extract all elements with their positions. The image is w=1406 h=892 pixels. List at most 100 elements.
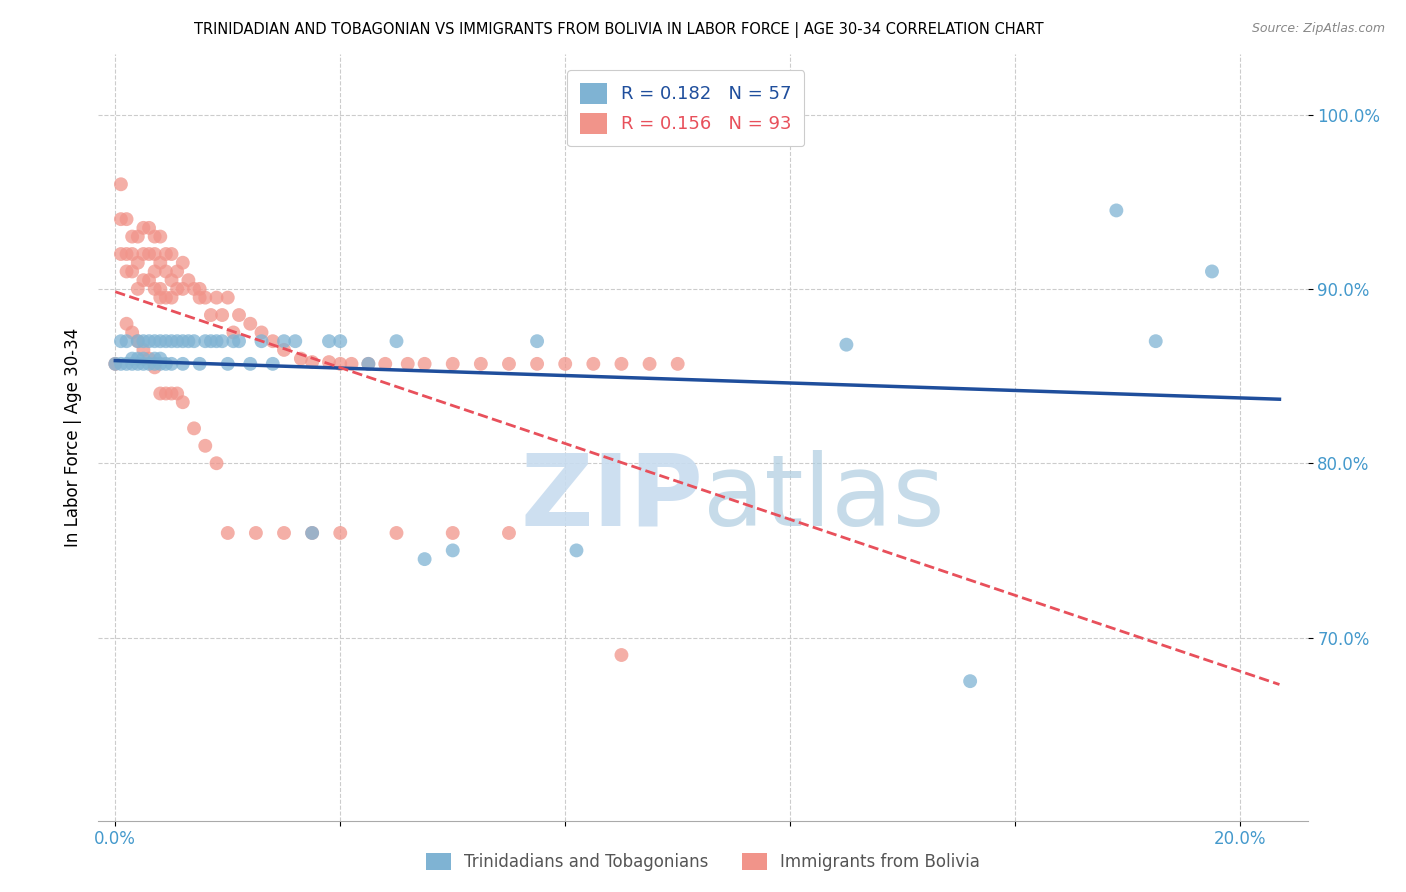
Point — [498, 357, 520, 371]
Point — [318, 334, 340, 349]
Point — [127, 334, 149, 349]
Point — [115, 264, 138, 278]
Point — [172, 395, 194, 409]
Point — [1144, 334, 1167, 349]
Point — [138, 351, 160, 366]
Point — [273, 343, 295, 357]
Point — [143, 264, 166, 278]
Point — [127, 357, 149, 371]
Point — [441, 357, 464, 371]
Point — [262, 334, 284, 349]
Point — [301, 525, 323, 540]
Point — [121, 264, 143, 278]
Point — [110, 178, 132, 192]
Point — [666, 357, 689, 371]
Point — [396, 357, 419, 371]
Point — [959, 674, 981, 689]
Point — [115, 317, 138, 331]
Point — [385, 525, 408, 540]
Point — [132, 220, 155, 235]
Point — [638, 357, 661, 371]
Point — [188, 291, 211, 305]
Point — [200, 308, 222, 322]
Point — [217, 525, 239, 540]
Point — [121, 351, 143, 366]
Point — [143, 247, 166, 261]
Point — [183, 334, 205, 349]
Point — [149, 357, 172, 371]
Point — [329, 334, 352, 349]
Point — [172, 357, 194, 371]
Point — [143, 282, 166, 296]
Point — [160, 334, 183, 349]
Point — [610, 648, 633, 662]
Point — [166, 264, 188, 278]
Point — [110, 212, 132, 227]
Legend: Trinidadians and Tobagonians, Immigrants from Bolivia: Trinidadians and Tobagonians, Immigrants… — [418, 845, 988, 880]
Point — [526, 334, 548, 349]
Point — [166, 282, 188, 296]
Point — [205, 456, 228, 470]
Text: TRINIDADIAN AND TOBAGONIAN VS IMMIGRANTS FROM BOLIVIA IN LABOR FORCE | AGE 30-34: TRINIDADIAN AND TOBAGONIAN VS IMMIGRANTS… — [194, 22, 1043, 38]
Point — [121, 229, 143, 244]
Point — [228, 308, 250, 322]
Point — [138, 357, 160, 371]
Point — [132, 343, 155, 357]
Point — [115, 247, 138, 261]
Point — [115, 357, 138, 371]
Point — [143, 229, 166, 244]
Point — [188, 282, 211, 296]
Point — [172, 282, 194, 296]
Point — [110, 357, 132, 371]
Point — [301, 525, 323, 540]
Point — [115, 334, 138, 349]
Point — [470, 357, 492, 371]
Point — [132, 334, 155, 349]
Point — [132, 351, 155, 366]
Point — [284, 334, 307, 349]
Point — [172, 256, 194, 270]
Point — [149, 334, 172, 349]
Point — [250, 326, 273, 340]
Point — [205, 334, 228, 349]
Point — [143, 351, 166, 366]
Point — [177, 273, 200, 287]
Text: Source: ZipAtlas.com: Source: ZipAtlas.com — [1251, 22, 1385, 36]
Point — [127, 334, 149, 349]
Point — [273, 334, 295, 349]
Point — [498, 525, 520, 540]
Point — [155, 386, 177, 401]
Point — [413, 357, 436, 371]
Point — [160, 247, 183, 261]
Point — [149, 282, 172, 296]
Point — [357, 357, 380, 371]
Point — [160, 291, 183, 305]
Point — [138, 247, 160, 261]
Point — [413, 552, 436, 566]
Point — [138, 334, 160, 349]
Point — [121, 247, 143, 261]
Point — [104, 357, 127, 371]
Legend: R = 0.182   N = 57, R = 0.156   N = 93: R = 0.182 N = 57, R = 0.156 N = 93 — [567, 70, 804, 146]
Point — [239, 357, 262, 371]
Point — [835, 337, 858, 351]
Point — [273, 525, 295, 540]
Point — [565, 543, 588, 558]
Point — [526, 357, 548, 371]
Point — [374, 357, 396, 371]
Point — [155, 264, 177, 278]
Point — [194, 439, 217, 453]
Point — [217, 291, 239, 305]
Point — [222, 334, 245, 349]
Point — [211, 308, 233, 322]
Point — [239, 317, 262, 331]
Point — [217, 357, 239, 371]
Point — [222, 326, 245, 340]
Point — [177, 334, 200, 349]
Point — [1201, 264, 1223, 278]
Point — [160, 386, 183, 401]
Point — [138, 220, 160, 235]
Point — [250, 334, 273, 349]
Point — [200, 334, 222, 349]
Point — [110, 334, 132, 349]
